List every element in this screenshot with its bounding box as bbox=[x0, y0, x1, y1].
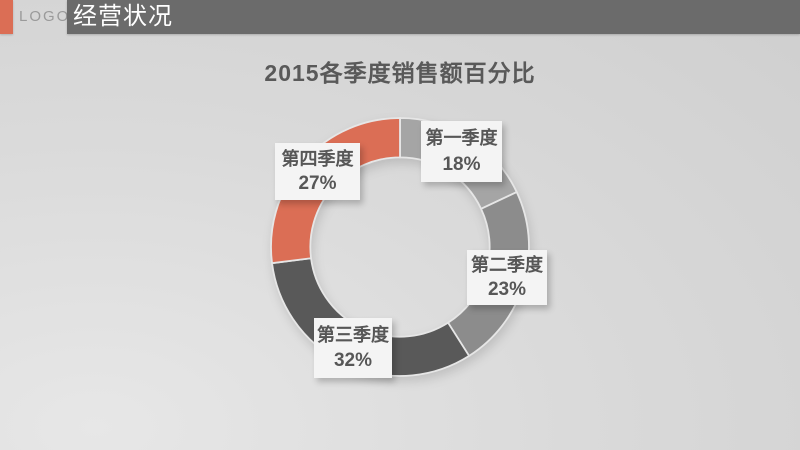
chart-label-q1-name: 第一季度 bbox=[425, 128, 498, 148]
chart-title: 2015各季度销售额百分比 bbox=[264, 60, 536, 86]
chart-label-q1-percent: 18% bbox=[442, 154, 481, 175]
chart-label-q3: 第三季度 32% bbox=[314, 318, 392, 378]
chart-label-q4-name: 第四季度 bbox=[281, 148, 354, 169]
chart-label-q2-name: 第二季度 bbox=[471, 255, 543, 275]
chart-label-q4: 第四季度 27% bbox=[275, 143, 360, 200]
chart-label-q3-percent: 32% bbox=[333, 350, 373, 372]
accent-block bbox=[0, 0, 13, 34]
chart-label-q2: 第二季度 23% bbox=[467, 250, 547, 305]
logo-text: LOGO bbox=[19, 8, 71, 25]
section-title: 经营状况 bbox=[73, 3, 173, 30]
header-bar: 经营状况 bbox=[67, 0, 800, 34]
chart-label-q1: 第一季度 18% bbox=[421, 121, 502, 182]
chart-label-q4-percent: 27% bbox=[298, 173, 337, 195]
chart-label-q3-name: 第三季度 bbox=[317, 324, 389, 345]
chart-label-q2-percent: 23% bbox=[487, 279, 527, 300]
